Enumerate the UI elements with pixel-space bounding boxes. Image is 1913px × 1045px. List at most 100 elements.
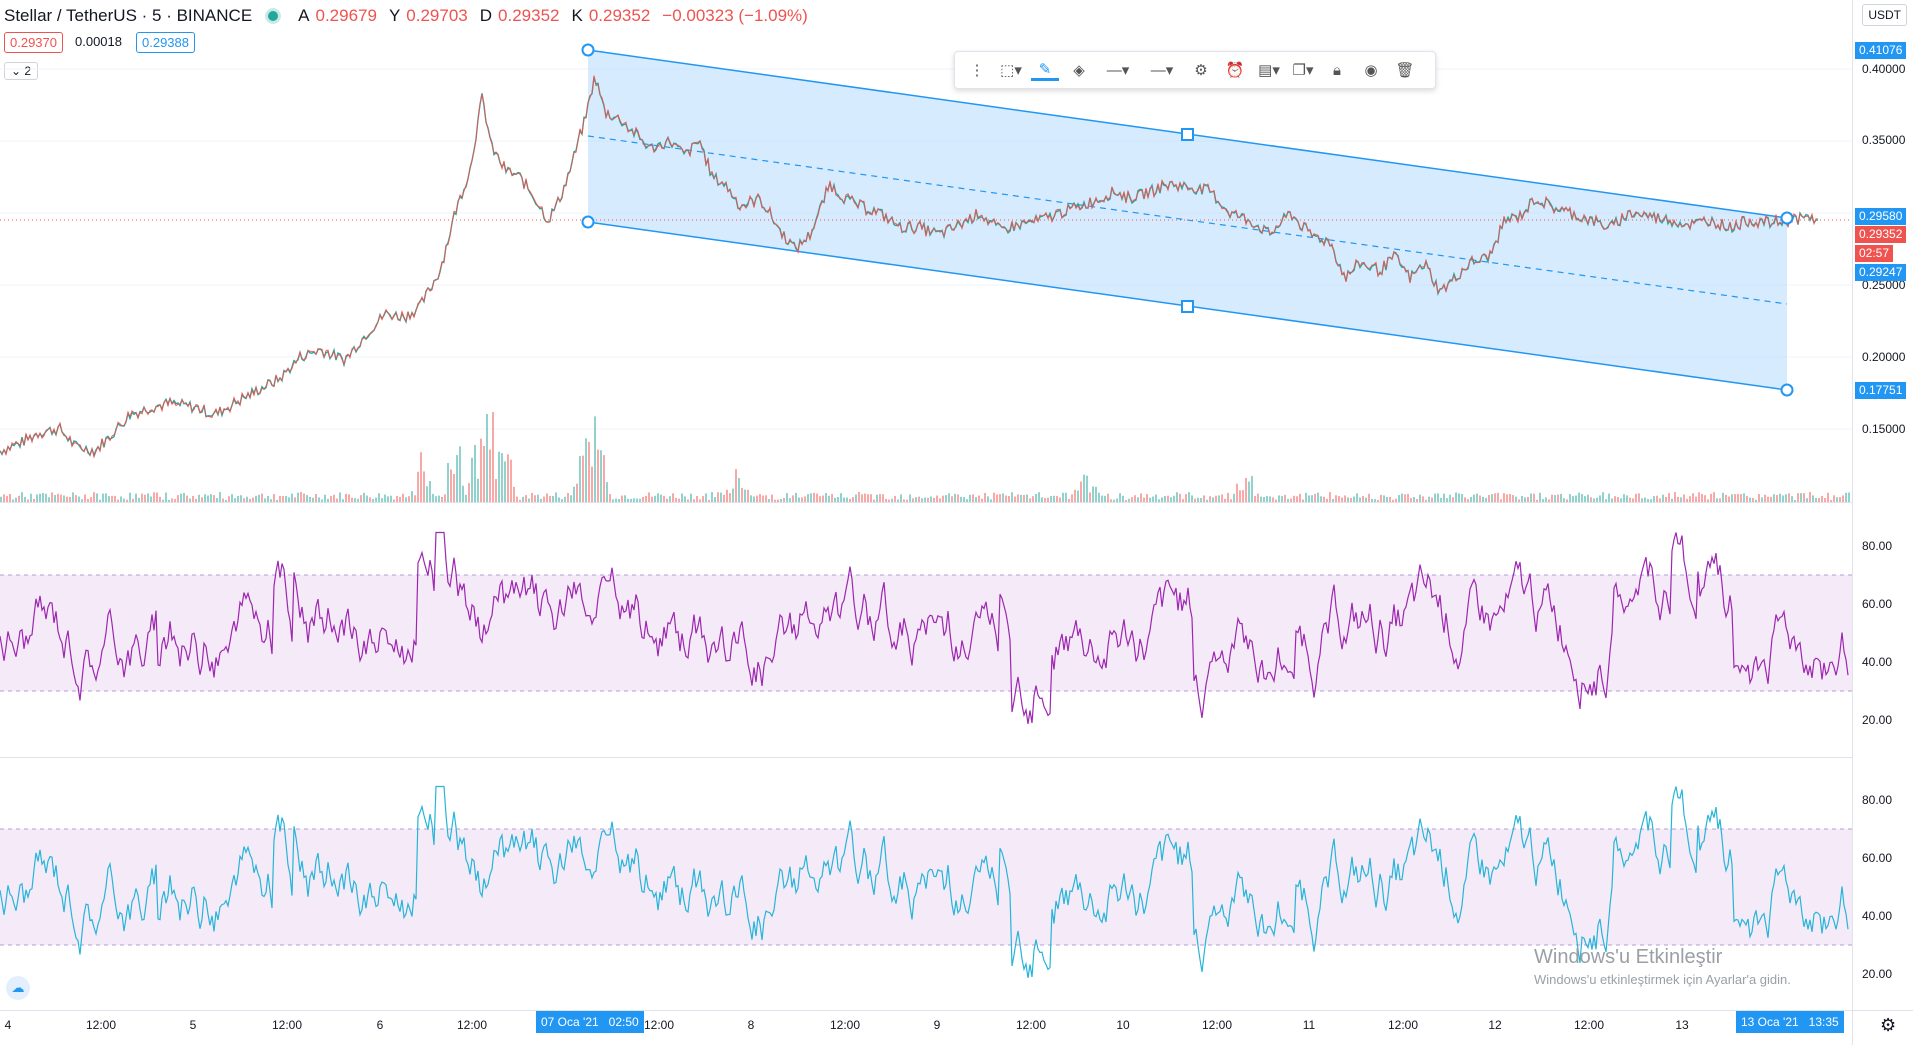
volume-bar (1287, 498, 1289, 502)
volume-bar (756, 495, 758, 502)
volume-bar (897, 499, 899, 502)
pane-separator (0, 757, 1852, 758)
volume-bar (1242, 490, 1244, 502)
settings-icon[interactable]: ⚙ (1194, 62, 1208, 79)
volume-bar (960, 496, 962, 502)
fill-icon[interactable]: ◈ (1073, 62, 1085, 79)
volume-bar (204, 494, 206, 502)
pencil-icon[interactable]: ✎ (1031, 60, 1059, 81)
volume-bar (1164, 496, 1166, 502)
channel-mid-handle[interactable] (1181, 128, 1194, 141)
volume-bar (561, 499, 563, 502)
volume-bar (1209, 496, 1211, 502)
volume-bar (1533, 493, 1535, 502)
volume-bar (600, 450, 602, 502)
volume-bar (144, 494, 146, 502)
volume-bar (1044, 498, 1046, 502)
ask-button[interactable]: 0.29388 (136, 32, 195, 53)
volume-bar (708, 499, 710, 502)
currency-button[interactable]: USDT (1862, 4, 1907, 26)
drag-handle-icon[interactable]: ⋮ (969, 62, 985, 79)
channel-handle[interactable] (581, 43, 595, 57)
volume-bar (1260, 496, 1262, 502)
volume-bar (717, 492, 719, 502)
volume-bar (792, 495, 794, 502)
volume-bar (1452, 497, 1454, 502)
volume-bar (912, 498, 914, 502)
eye-icon[interactable]: ◉ (1364, 62, 1378, 79)
volume-bar (1560, 493, 1562, 502)
volume-bar (1785, 494, 1787, 502)
volume-bar (198, 494, 200, 502)
volume-bar (33, 498, 35, 502)
bid-button[interactable]: 0.29370 (4, 32, 63, 53)
volume-bar (1602, 492, 1604, 502)
volume-bar (918, 496, 920, 502)
rectangle-icon[interactable]: ⬚▾ (1000, 62, 1022, 79)
volume-bar (258, 494, 260, 502)
volume-bar (549, 495, 551, 502)
volume-bar (1761, 497, 1763, 502)
volume-bar (1188, 492, 1190, 502)
volume-bar (123, 498, 125, 502)
volume-bar (1566, 499, 1568, 502)
trash-icon[interactable]: 🗑︎ (1395, 62, 1415, 79)
volume-bar (1518, 499, 1520, 502)
volume-bar (1797, 493, 1799, 502)
volume-bar (246, 496, 248, 502)
volume-bar (6, 495, 8, 502)
volume-bar (495, 479, 497, 502)
channel-handle[interactable] (581, 215, 595, 229)
volume-bar (681, 493, 683, 502)
volume-bar (858, 492, 860, 502)
volume-bar (1701, 494, 1703, 502)
volume-bar (489, 449, 491, 502)
volume-bar (279, 496, 281, 502)
volume-bar (1641, 498, 1643, 502)
line-style-icon[interactable]: —▾ (1106, 62, 1130, 79)
volume-bar (171, 498, 173, 502)
lock-icon[interactable]: 🔒︎ (1333, 61, 1341, 79)
volume-bar (618, 499, 620, 502)
volume-bar (1668, 493, 1670, 502)
clone-icon[interactable]: ❐▾ (1292, 62, 1314, 79)
settings-icon[interactable]: ⚙ (1880, 1015, 1897, 1035)
volume-bar (381, 498, 383, 502)
volume-bar (603, 455, 605, 502)
alert-icon[interactable]: ⏰ (1225, 62, 1245, 79)
volume-bar (768, 499, 770, 502)
last-price-label: 0.29352 (1855, 226, 1907, 243)
volume-bar (1455, 492, 1457, 502)
volume-bar (1674, 492, 1676, 502)
symbol-title[interactable]: Stellar / TetherUS · 5 · BINANCE (4, 6, 253, 25)
volume-bar (819, 496, 821, 502)
volume-bar (798, 497, 800, 502)
volume-bar (1818, 498, 1820, 502)
volume-bar (273, 494, 275, 502)
volume-bar (615, 498, 617, 502)
volume-bar (1113, 499, 1115, 502)
volume-bar (543, 496, 545, 502)
volume-bar (978, 495, 980, 502)
line-width-icon[interactable]: —▾ (1150, 62, 1174, 79)
channel-handle[interactable] (1780, 211, 1794, 225)
volume-bar (51, 492, 53, 502)
volume-bar (0, 496, 2, 502)
collapse-indicators-button[interactable]: ⌄ 2 (4, 62, 39, 80)
time-tick: 12:00 (1573, 1018, 1605, 1032)
channel-bottom-label: 0.17751 (1855, 382, 1907, 399)
time-range-end-label: 13 Oca '21 13:35 (1736, 1011, 1844, 1033)
template-icon[interactable]: ▤▾ (1258, 62, 1280, 79)
volume-bar (1461, 494, 1463, 502)
volume-bar (1425, 499, 1427, 502)
volume-bar (1122, 495, 1124, 502)
volume-bar (1776, 495, 1778, 502)
rsi2-series (0, 785, 1849, 978)
tradingview-logo-icon[interactable]: ☁ (6, 976, 30, 1000)
volume-bar (1692, 493, 1694, 502)
volume-bar (342, 499, 344, 502)
channel-mid-handle[interactable] (1181, 300, 1194, 313)
channel-handle[interactable] (1780, 383, 1794, 397)
volume-bar (933, 497, 935, 502)
